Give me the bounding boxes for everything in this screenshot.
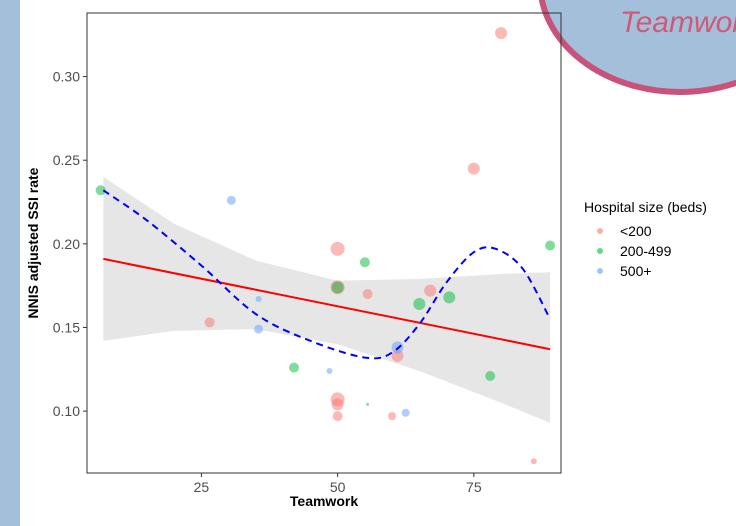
data-point <box>388 412 397 421</box>
data-point <box>401 408 410 417</box>
data-point <box>366 402 370 406</box>
x-tick-label: 75 <box>466 479 482 495</box>
data-point <box>359 257 370 268</box>
decorative-ellipse <box>538 0 736 95</box>
data-point <box>495 27 508 40</box>
y-tick-label: 0.25 <box>53 152 80 168</box>
data-point <box>226 195 236 205</box>
legend: Hospital size (beds) <200 200-499 500+ <box>584 199 707 279</box>
fit-lines-layer <box>102 189 551 360</box>
y-tick-label: 0.15 <box>53 319 80 335</box>
data-point <box>289 362 300 373</box>
data-point <box>331 281 344 294</box>
data-point <box>254 324 264 334</box>
data-point <box>330 241 345 256</box>
confidence-band-layer <box>103 176 551 423</box>
x-tick-label: 25 <box>194 479 210 495</box>
data-point <box>326 367 333 374</box>
x-axis: 25 50 75 <box>194 473 482 495</box>
data-point <box>255 296 262 303</box>
data-point <box>391 349 404 362</box>
legend-label: 500+ <box>620 263 652 279</box>
data-point <box>545 240 556 251</box>
y-tick-label: 0.10 <box>53 403 80 419</box>
legend-items: <200 200-499 500+ <box>597 223 672 279</box>
data-point <box>424 284 437 297</box>
data-point <box>332 411 343 422</box>
plot-border <box>86 12 562 474</box>
smooth-fit-line <box>102 189 551 360</box>
y-axis: 0.10 0.15 0.20 0.25 0.30 <box>53 69 87 419</box>
legend-key <box>597 268 603 274</box>
data-point <box>467 162 480 175</box>
x-tick-label: 50 <box>330 479 346 495</box>
points-layer <box>95 27 556 465</box>
legend-title: Hospital size (beds) <box>584 199 707 215</box>
legend-label: 200-499 <box>620 243 672 259</box>
data-point <box>95 185 106 196</box>
y-tick-label: 0.30 <box>53 69 80 85</box>
data-point <box>204 317 215 328</box>
legend-key <box>597 228 603 234</box>
data-point <box>485 370 496 381</box>
data-point <box>443 291 456 304</box>
data-point <box>362 289 373 300</box>
legend-key <box>597 248 603 254</box>
data-point <box>530 458 537 465</box>
decorative-text: Teamwork enhancement <box>620 6 736 39</box>
linear-fit-line <box>103 257 551 351</box>
y-tick-label: 0.20 <box>53 236 80 252</box>
legend-label: <200 <box>620 223 652 239</box>
data-point <box>331 398 344 411</box>
x-axis-title: Teamwork <box>290 493 358 509</box>
confidence-band <box>103 176 551 423</box>
data-point <box>413 298 426 311</box>
y-axis-title: NNIS adjusted SSI rate <box>25 167 41 318</box>
